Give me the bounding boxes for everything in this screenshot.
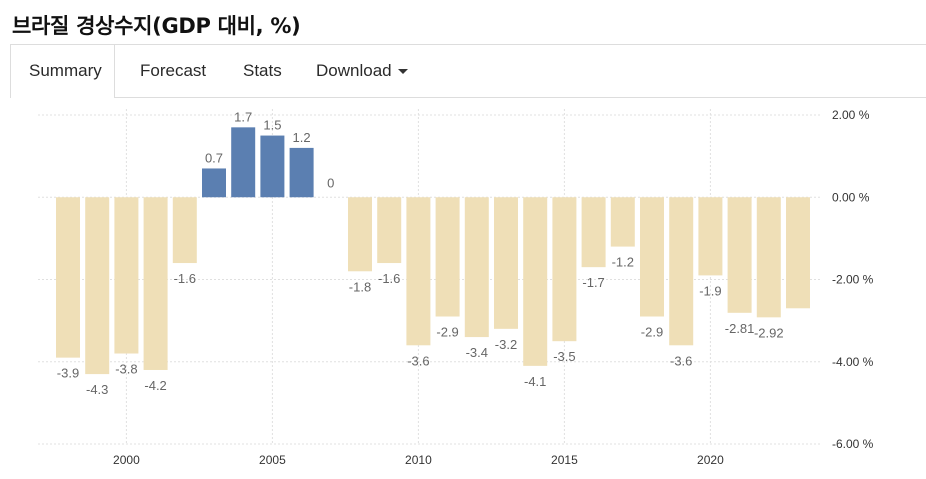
data-label: -2.9: [436, 325, 458, 340]
bar: [56, 197, 80, 358]
x-tick-label: 2005: [259, 453, 286, 467]
x-tick-label: 2000: [113, 453, 140, 467]
bar: [435, 197, 460, 317]
tab-stats[interactable]: Stats: [243, 61, 282, 80]
y-tick-label: -2.00 %: [832, 273, 874, 287]
bar: [786, 197, 810, 309]
data-label: -1.6: [174, 271, 196, 286]
bar-chart: 2.00 % 0.00 % -2.00 % -4.00 % -6.00 % 2000 200…: [38, 108, 874, 467]
x-tick-label: 2010: [405, 453, 432, 467]
data-label: 1.5: [263, 118, 281, 133]
bar: [348, 197, 372, 272]
bar: [523, 197, 548, 366]
data-label: -3.2: [495, 337, 517, 352]
x-tick-label: 2020: [697, 453, 724, 467]
data-label: -2.9: [641, 325, 663, 340]
bar: [289, 147, 314, 198]
data-label: -3.9: [57, 366, 79, 381]
data-label: -1.9: [699, 283, 721, 298]
bar: [640, 197, 664, 317]
tab-summary[interactable]: Summary: [10, 45, 115, 98]
bar: [202, 168, 226, 198]
data-label: -4.1: [524, 374, 546, 389]
x-tick-label: 2015: [551, 453, 578, 467]
bar: [610, 197, 635, 247]
data-label: 0: [327, 175, 334, 190]
data-label: -1.6: [378, 271, 400, 286]
data-label: -4.3: [86, 382, 108, 397]
tab-forecast[interactable]: Forecast: [140, 61, 207, 80]
tab-download[interactable]: Download: [316, 45, 408, 97]
data-label: -2.92: [754, 325, 784, 340]
data-label: 1.2: [293, 130, 311, 145]
bar: [494, 197, 518, 329]
bar: [260, 135, 285, 198]
bar: [114, 197, 139, 354]
bar: [406, 197, 431, 346]
data-label: -1.2: [612, 255, 634, 270]
tab-bar: Summary Forecast Stats Download: [10, 44, 926, 98]
bar: [756, 197, 781, 318]
bar: [464, 197, 489, 338]
data-label: -3.5: [553, 349, 575, 364]
bar: [581, 197, 606, 268]
data-label: -1.8: [349, 279, 371, 294]
bar: [85, 197, 110, 375]
y-tick-label: -4.00 %: [832, 355, 874, 369]
bar: [552, 197, 577, 342]
y-tick-label: 0.00 %: [832, 190, 870, 204]
bar: [172, 197, 197, 264]
bar: [698, 197, 723, 276]
bar: [143, 197, 168, 370]
data-label: 0.7: [205, 150, 223, 165]
tab-download-label: Download: [316, 61, 392, 80]
data-label: 1.7: [234, 109, 252, 124]
data-label: -3.8: [115, 362, 137, 377]
bar: [231, 127, 256, 198]
bar: [669, 197, 694, 346]
data-label: -3.6: [670, 353, 692, 368]
y-tick-label: -6.00 %: [832, 437, 874, 451]
data-label: -4.2: [144, 378, 166, 393]
bar: [727, 197, 752, 313]
data-label: -2.81: [725, 321, 755, 336]
data-label: -3.6: [407, 353, 429, 368]
data-label: -1.7: [582, 275, 604, 290]
data-label: -3.4: [466, 345, 488, 360]
chart-title: 브라질 경상수지(GDP 대비, %): [12, 14, 301, 38]
bar: [377, 197, 402, 264]
y-tick-label: 2.00 %: [832, 108, 870, 122]
caret-down-icon: [397, 69, 408, 75]
